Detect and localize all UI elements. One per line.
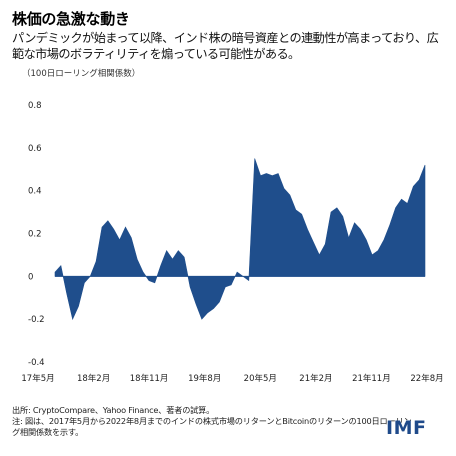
y-tick-label: -0.4 [28, 358, 45, 368]
x-tick-label: 21年11月 [352, 373, 391, 384]
y-tick-label: -0.2 [28, 315, 45, 325]
y-tick-label: 0 [28, 272, 33, 282]
x-tick-label: 18年11月 [130, 373, 169, 384]
x-tick-label: 19年8月 [188, 373, 221, 384]
x-tick-label: 18年2月 [77, 373, 110, 384]
series-area [54, 158, 426, 321]
x-tick-label: 22年8月 [410, 373, 443, 384]
x-tick-label: 21年2月 [299, 373, 332, 384]
imf-logo: IMF [386, 417, 427, 439]
chart-subtitle: パンデミックが始まって以降、インド株の暗号資産との連動性が高まっており、広範な市… [12, 31, 439, 61]
y-tick-label: 0.4 [28, 187, 42, 197]
x-tick-label: 20年5月 [244, 373, 277, 384]
chart-title: 株価の急激な動き [12, 10, 130, 28]
y-tick-label: 0.2 [28, 230, 42, 240]
y-tick-label: 0.6 [28, 144, 42, 154]
note-line: 注: 図は、2017年5月から2022年8月までのインドの株式市場のリターンとB… [12, 416, 412, 437]
y-tick-label: 0.8 [28, 101, 42, 111]
source-line: 出所: CryptoCompare、Yahoo Finance、著者の試算。 [12, 405, 215, 415]
source-notes: 出所: CryptoCompare、Yahoo Finance、著者の試算。 注… [12, 405, 412, 438]
unit-label: （100日ローリング相関係数） [22, 69, 141, 79]
x-tick-label: 17年5月 [21, 373, 54, 384]
